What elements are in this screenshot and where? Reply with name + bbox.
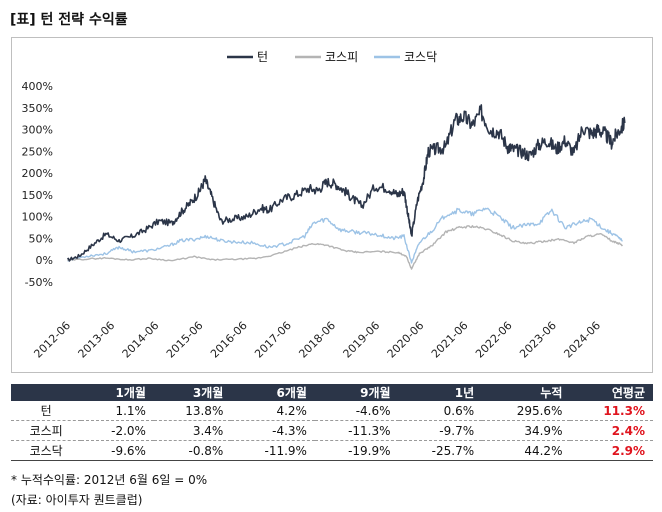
table-cell: -4.3% xyxy=(231,420,315,441)
table-row: 코스닥 -9.6% -0.8% -11.9% -19.9% -25.7% 44.… xyxy=(11,440,653,461)
table-cell: -25.7% xyxy=(398,440,483,461)
annual-return-cell: 11.3% xyxy=(570,401,653,421)
y-tick-label: 50% xyxy=(29,232,53,245)
x-tick-label: 2020-06 xyxy=(385,319,427,361)
table-header-cell: 6개월 xyxy=(231,384,315,401)
table-row: 코스피 -2.0% 3.4% -4.3% -11.3% -9.7% 34.9% … xyxy=(11,420,653,441)
footnote: * 누적수익률: 2012년 6월 6일 = 0% xyxy=(11,473,208,487)
y-tick-label: 0% xyxy=(36,254,53,267)
table-cell: -9.6% xyxy=(81,440,154,461)
x-tick-label: 2019-06 xyxy=(341,319,383,361)
row-label: 턴 xyxy=(11,401,82,421)
page-title: [표] 턴 전략 수익률 xyxy=(10,12,128,28)
table-header-cell: 연평균 xyxy=(570,384,653,401)
table-header-cell xyxy=(11,384,82,401)
table-cell: -4.6% xyxy=(314,401,399,421)
table-cell: 0.6% xyxy=(398,401,483,421)
x-tick-label: 2016-06 xyxy=(208,319,250,361)
table-header-cell: 누적 xyxy=(482,384,571,401)
x-tick-label: 2012-06 xyxy=(31,319,73,361)
table-cell: 3.4% xyxy=(153,420,232,441)
x-tick-label: 2023-06 xyxy=(517,319,559,361)
table-header-row: 1개월 3개월 6개월 9개월 1년 누적 연평균 xyxy=(11,384,653,401)
legend-label: 코스피 xyxy=(325,50,358,64)
y-tick-label: 100% xyxy=(22,211,53,224)
y-tick-label: 300% xyxy=(22,124,53,137)
performance-table: 1개월 3개월 6개월 9개월 1년 누적 연평균 턴 1.1% 13.8% 4… xyxy=(11,384,653,461)
y-tick-label: -50% xyxy=(25,276,53,289)
series-line-0 xyxy=(67,104,626,262)
table-header-cell: 9개월 xyxy=(314,384,399,401)
annual-return-cell: 2.4% xyxy=(570,420,653,441)
x-tick-label: 2022-06 xyxy=(473,319,515,361)
y-tick-label: 350% xyxy=(22,102,53,115)
returns-line-chart: 400% 350% 300% 250% 200% 150% 100% 50% 0% -50% 201… xyxy=(22,50,626,361)
table-header-cell: 1개월 xyxy=(81,384,154,401)
source-note: (자료: 아이투자 퀀트클럽) xyxy=(11,493,143,507)
table-cell: 13.8% xyxy=(153,401,232,421)
table-cell: -11.9% xyxy=(231,440,315,461)
x-tick-label: 2014-06 xyxy=(120,319,162,361)
x-tick-label: 2017-06 xyxy=(252,319,294,361)
y-tick-label: 200% xyxy=(22,167,53,180)
table-row: 턴 1.1% 13.8% 4.2% -4.6% 0.6% 295.6% 11.3… xyxy=(11,401,653,421)
legend-label: 코스닥 xyxy=(404,50,437,64)
x-tick-label: 2018-06 xyxy=(296,319,338,361)
table-cell: -2.0% xyxy=(81,420,154,441)
table-cell: 4.2% xyxy=(231,401,315,421)
x-tick-label: 2013-06 xyxy=(76,319,118,361)
y-tick-label: 400% xyxy=(22,80,53,93)
table-cell: -11.3% xyxy=(314,420,399,441)
series-line-1 xyxy=(67,225,624,270)
table-cell: 1.1% xyxy=(81,401,154,421)
x-tick-label: 2021-06 xyxy=(429,319,471,361)
chart-frame: 400% 350% 300% 250% 200% 150% 100% 50% 0% -50% 201… xyxy=(11,37,653,373)
table-cell: -9.7% xyxy=(398,420,483,441)
legend-label: 턴 xyxy=(257,50,268,64)
table-cell: 295.6% xyxy=(482,401,571,421)
x-tick-label: 2015-06 xyxy=(164,319,206,361)
y-tick-label: 150% xyxy=(22,189,53,202)
table-header-cell: 1년 xyxy=(398,384,483,401)
table-cell: -19.9% xyxy=(314,440,399,461)
table-cell: 44.2% xyxy=(482,440,571,461)
table-cell: 34.9% xyxy=(482,420,571,441)
x-tick-label: 2024-06 xyxy=(561,319,603,361)
row-label: 코스닥 xyxy=(11,440,82,461)
series-line-2 xyxy=(67,207,623,264)
row-label: 코스피 xyxy=(11,420,82,441)
table-header-cell: 3개월 xyxy=(153,384,232,401)
annual-return-cell: 2.9% xyxy=(570,440,653,461)
table-cell: -0.8% xyxy=(153,440,232,461)
y-tick-label: 250% xyxy=(22,145,53,158)
